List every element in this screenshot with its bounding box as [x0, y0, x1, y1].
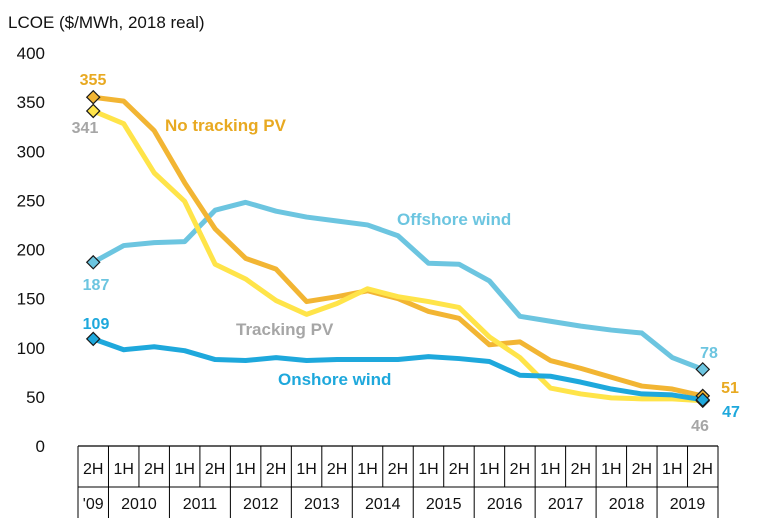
diamond-marker — [85, 89, 101, 105]
diamond-marker — [695, 362, 711, 377]
x-tick-label: 1H — [113, 461, 133, 478]
year-label: '09 — [83, 496, 104, 513]
x-axis: 2H 1H 2H 1H 2H 1H 2H 1H 2H 1H 2H 1H 2H 1H 2H 1H 2H 1H 2H 1H… — [77, 445, 719, 518]
x-tick-label: 2H — [83, 461, 103, 478]
y-tick-label: 100 — [17, 339, 45, 358]
x-tick-label: 1H — [662, 461, 682, 478]
series-label-onshore-wind: Onshore wind — [278, 370, 391, 389]
y-tick-label: 150 — [17, 290, 45, 309]
diamond-marker — [85, 331, 101, 347]
series-label-offshore-wind: Offshore wind — [397, 210, 511, 229]
year-label: 2013 — [304, 496, 340, 513]
diamond-marker — [695, 392, 711, 408]
x-tick-label: 1H — [601, 461, 621, 478]
x-tick-label: 1H — [357, 461, 377, 478]
data-label-no-tracking-pv-end: 51 — [721, 380, 739, 397]
x-tick-label: 1H — [174, 461, 194, 478]
x-tick-label: 1H — [479, 461, 499, 478]
x-tick-label: 2H — [388, 461, 408, 478]
y-tick-label: 350 — [17, 93, 45, 112]
y-tick-label: 250 — [17, 191, 45, 210]
chart-labels: No tracking PV Offshore wind Tracking PV… — [72, 72, 740, 435]
x-tick-label: 2H — [510, 461, 530, 478]
x-tick-label: 2H — [144, 461, 164, 478]
year-label: 2017 — [548, 496, 584, 513]
diamond-marker — [85, 103, 101, 119]
y-tick-label: 50 — [26, 388, 45, 407]
x-tick-label: 1H — [540, 461, 560, 478]
data-label-offshore-wind-end: 78 — [700, 345, 718, 362]
x-tick-label: 2H — [327, 461, 347, 478]
x-tick-label: 2H — [632, 461, 652, 478]
diamond-marker — [85, 254, 101, 270]
year-label: 2018 — [609, 496, 645, 513]
data-label-onshore-wind-start: 109 — [83, 316, 110, 333]
year-label: 2016 — [487, 496, 523, 513]
data-label-onshore-wind-end: 47 — [722, 404, 740, 421]
x-tick-label: 2H — [449, 461, 469, 478]
x-tick-label: 2H — [205, 461, 225, 478]
x-tick-label: 2H — [571, 461, 591, 478]
y-tick-label: 400 — [17, 44, 45, 63]
y-tick-label: 200 — [17, 241, 45, 260]
x-tick-label: 1H — [418, 461, 438, 478]
series-lines — [90, 94, 706, 404]
year-label: 2014 — [365, 496, 401, 513]
data-label-tracking-pv-start: 341 — [72, 120, 99, 137]
series-markers — [85, 89, 711, 409]
year-label: 2015 — [426, 496, 462, 513]
year-label: 2012 — [243, 496, 279, 513]
x-tick-label: 2H — [693, 461, 713, 478]
x-tick-label: 2H — [266, 461, 286, 478]
x-tick-label: 1H — [296, 461, 316, 478]
y-tick-label: 0 — [36, 437, 45, 456]
series-line-tracking-pv — [90, 108, 706, 404]
year-label: 2019 — [670, 496, 706, 513]
series-label-no-tracking-pv: No tracking PV — [165, 116, 287, 135]
y-axis: 0 50 100 150 200 250 300 350 400 — [17, 44, 45, 456]
year-label: 2011 — [183, 496, 218, 513]
data-label-tracking-pv-end: 46 — [691, 418, 709, 435]
year-label: 2010 — [121, 496, 157, 513]
data-label-offshore-wind-start: 187 — [83, 277, 110, 294]
series-label-tracking-pv: Tracking PV — [236, 320, 334, 339]
y-tick-label: 300 — [17, 142, 45, 161]
series-line-onshore-wind — [90, 336, 706, 403]
x-tick-label: 1H — [235, 461, 255, 478]
y-axis-label: LCOE ($/MWh, 2018 real) — [8, 13, 205, 32]
data-label-no-tracking-pv-start: 355 — [80, 72, 107, 89]
series-line-offshore-wind — [90, 199, 706, 372]
